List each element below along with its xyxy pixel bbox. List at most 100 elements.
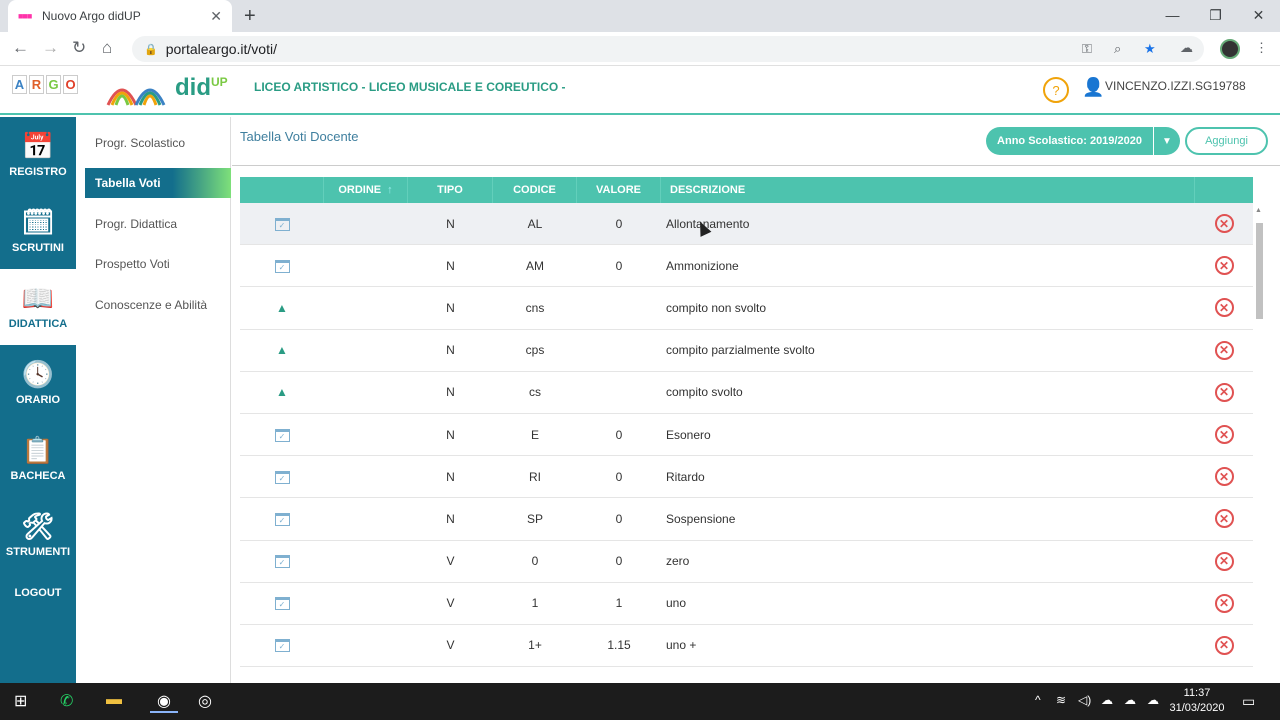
col-header-ordine[interactable]: ORDINE ↑ [324,177,408,203]
argo-favicon-icon: ■■■ [18,11,32,21]
delete-icon[interactable]: ✕ [1214,214,1234,234]
subnav-progr-didattica[interactable]: Progr. Didattica [95,217,178,231]
table-row[interactable]: ✓ V 1 1 uno ✕ [240,583,1253,625]
scroll-up-icon[interactable]: ▲ [1255,207,1262,214]
table-row[interactable]: ✓ N AM 0 Ammonizione ✕ [240,245,1253,288]
col-header-descrizione[interactable]: DESCRIZIONE [661,177,1195,203]
back-icon[interactable]: ← [12,38,29,57]
obs-icon[interactable]: ◎ [198,693,212,710]
cell-tipo: N [446,427,455,442]
table-row[interactable]: ✓ N AL 0 Allontanamento ✕ [240,203,1253,246]
minimize-icon[interactable]: — [1165,7,1180,23]
subnav-progr-scolastico[interactable]: Progr. Scolastico [95,136,186,150]
sidebar-item-registro[interactable]: 📅 REGISTRO [0,117,76,193]
calendar-icon: ✓ [274,470,290,484]
key-icon[interactable]: ⚿ [1082,41,1092,56]
delete-icon[interactable]: ✕ [1214,425,1234,445]
subnav-tabella-voti[interactable]: Tabella Voti [85,168,231,198]
menu-icon[interactable]: ⋮ [1255,40,1268,55]
logo-sup: UP [211,75,228,89]
divider [232,165,1280,166]
cloud-icon[interactable]: ☁ [1147,693,1159,707]
delete-icon[interactable]: ✕ [1214,298,1234,318]
col-header-tipo[interactable]: TIPO [408,177,493,203]
wifi-icon[interactable]: ≋ [1056,693,1067,707]
row-type-icon: ✓ [240,638,324,653]
clock-date: 31/03/2020 [1169,702,1225,714]
sidebar-item-orario[interactable]: 🕓 ORARIO [0,345,76,421]
main-content: Tabella Voti Docente Anno Scolastico: 20… [232,117,1280,683]
tray-chevron-icon[interactable]: ^ [1035,693,1041,707]
delete-icon[interactable]: ✕ [1214,256,1234,276]
profile-avatar[interactable] [1220,39,1240,59]
whatsapp-icon[interactable]: ✆ [60,693,74,710]
cell-valore: 0 [615,511,623,526]
cell-tipo: N [446,300,455,315]
taskbar-clock[interactable]: 11:37 31/03/2020 [1168,686,1226,716]
delete-icon[interactable]: ✕ [1214,382,1234,402]
notification-icon[interactable]: ▭ [1242,693,1256,709]
delete-icon[interactable]: ✕ [1214,551,1234,571]
table-row[interactable]: ✓ V 0 0 zero ✕ [240,541,1253,583]
sidebar-item-bacheca[interactable]: 📋 BACHECA [0,421,76,497]
delete-icon[interactable]: ✕ [1214,635,1234,655]
delete-icon[interactable]: ✕ [1214,467,1234,487]
bookmark-star-icon[interactable]: ★ [1144,41,1156,56]
table-row[interactable]: ✓ N RI 0 Ritardo ✕ [240,456,1253,499]
user-icon: 👤 [1082,77,1105,97]
subnav-prospetto-voti[interactable]: Prospetto Voti [95,257,170,271]
col-header-valore[interactable]: VALORE [577,177,661,203]
table-row[interactable]: ✓ N E 0 Esonero ✕ [240,414,1253,457]
anno-scolastico-button[interactable]: Anno Scolastico: 2019/2020 ▼ [986,127,1180,155]
cell-valore: 0 [615,216,623,231]
sidebar-item-didattica[interactable]: 📖 DIDATTICA [0,269,76,345]
username[interactable]: VINCENZO.IZZI.SG19788 [1105,79,1246,93]
browser-tab[interactable]: ■■■ Nuovo Argo didUP ✕ [8,0,232,32]
sidebar-item-strumenti[interactable]: 🛠 STRUMENTI [0,497,76,573]
zoom-icon[interactable]: ⌕ [1114,41,1122,56]
home-icon[interactable]: ⌂ [102,38,113,57]
window-controls: — ❐ ✕ [1151,0,1280,30]
reload-icon[interactable]: ↻ [72,38,87,57]
chevron-down-icon[interactable]: ▼ [1162,135,1172,147]
col-header-codice[interactable]: CODICE [493,177,577,203]
cloud-icon[interactable]: ☁ [1124,693,1136,707]
calendar-icon: ✓ [274,639,290,653]
chrome-icon[interactable]: ◉ [150,691,178,713]
file-explorer-icon[interactable]: ▬ [106,691,122,708]
sidebar-item-logout[interactable]: LOGOUT [0,573,76,613]
extension-icon[interactable]: ☁ [1180,40,1193,55]
scrollbar[interactable]: ▲ [1254,207,1264,673]
argo-letter: A [12,75,27,94]
scrollbar-thumb[interactable] [1256,223,1263,319]
row-actions: ✕ [1195,340,1253,360]
close-window-icon[interactable]: ✕ [1252,6,1265,23]
address-bar[interactable]: 🔒 portaleargo.it/voti/ ⚿ ⌕ ★ [132,36,1204,62]
maximize-icon[interactable]: ❐ [1209,6,1222,23]
cell-codice: 1 [531,596,539,611]
new-tab-icon[interactable]: + [244,5,256,27]
forward-icon[interactable]: → [42,38,59,57]
sidebar-item-scrutini[interactable]: 🗓 SCRUTINI [0,193,76,269]
row-actions: ✕ [1195,635,1253,655]
cell-codice: E [530,427,539,442]
close-tab-icon[interactable]: ✕ [210,7,222,24]
aggiungi-button[interactable]: Aggiungi [1185,127,1268,155]
delete-icon[interactable]: ✕ [1214,340,1234,360]
table-row[interactable]: ✓ V 1+ 1.15 uno + ✕ [240,625,1253,668]
table-row[interactable]: ✓ N SP 0 Sospensione ✕ [240,498,1253,541]
windows-start-icon[interactable]: ⊞ [14,693,28,710]
row-type-icon: ✓ [240,554,324,569]
volume-icon[interactable]: ◁) [1078,693,1092,707]
delete-icon[interactable]: ✕ [1214,509,1234,529]
cell-descrizione: Esonero [666,427,711,442]
help-button[interactable]: ? [1043,77,1069,103]
subnav-conoscenze-abilita[interactable]: Conoscenze e Abilità [95,298,208,312]
sort-icon: ↑ [387,184,393,196]
lock-icon: 🔒 [144,43,158,56]
delete-icon[interactable]: ✕ [1214,593,1234,613]
cloud-icon[interactable]: ☁ [1101,693,1113,707]
